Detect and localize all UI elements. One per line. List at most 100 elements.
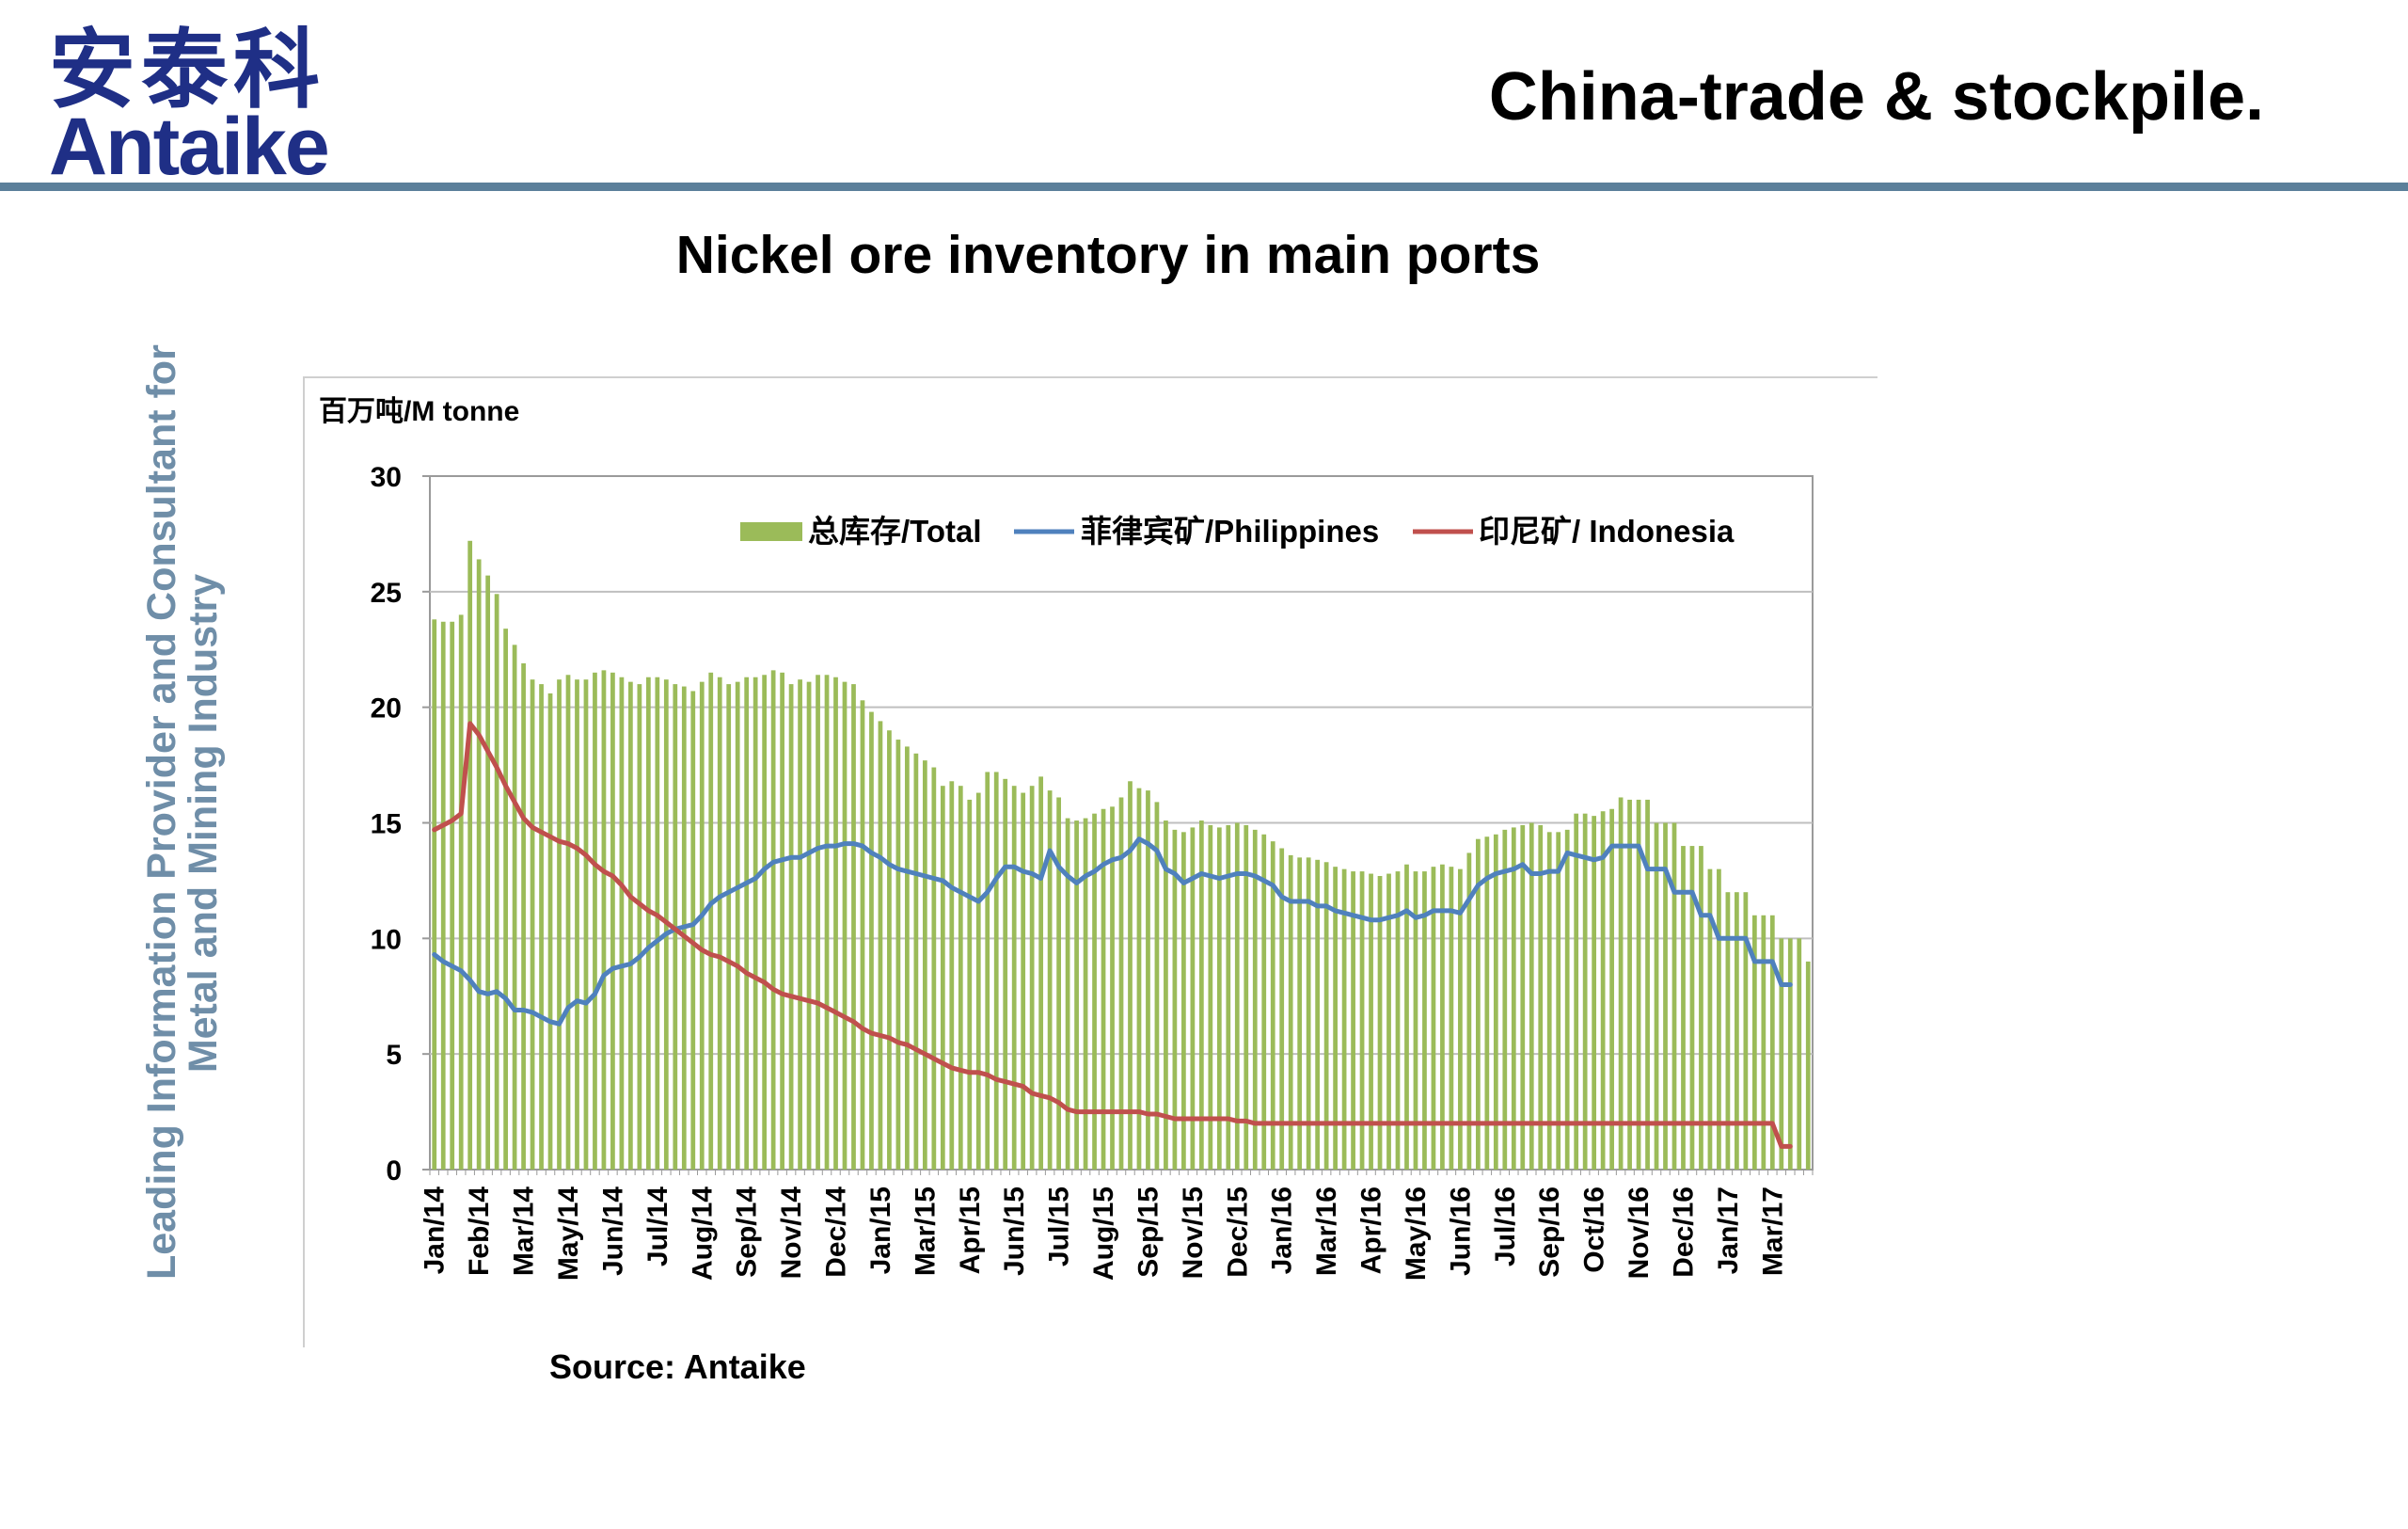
total-bar bbox=[1600, 811, 1606, 1170]
total-bar bbox=[1769, 915, 1775, 1170]
side-tagline: Leading Information Provider and Consult… bbox=[139, 344, 226, 1280]
total-bar bbox=[1386, 873, 1391, 1170]
total-bar bbox=[1779, 938, 1784, 1170]
source-note: Source: Antaike bbox=[549, 1347, 806, 1386]
total-bar bbox=[940, 786, 945, 1170]
total-bar bbox=[575, 679, 579, 1170]
total-bar bbox=[1198, 820, 1204, 1170]
total-bar bbox=[735, 681, 740, 1170]
x-tick-label: Feb/14 bbox=[464, 1187, 495, 1276]
total-bar bbox=[1323, 862, 1329, 1170]
total-bar bbox=[1136, 788, 1142, 1170]
total-bar bbox=[628, 681, 633, 1170]
total-bar bbox=[1154, 802, 1160, 1170]
total-bar bbox=[1636, 799, 1641, 1170]
total-bar bbox=[1244, 824, 1249, 1170]
x-tick-label: Sep/14 bbox=[732, 1187, 763, 1278]
total-bar bbox=[547, 693, 553, 1170]
x-tick-label: Apr/16 bbox=[1356, 1187, 1387, 1274]
total-bar bbox=[1226, 824, 1231, 1170]
total-bar bbox=[887, 730, 892, 1170]
total-bar bbox=[816, 675, 820, 1170]
x-tick-label: Jan/15 bbox=[865, 1187, 896, 1274]
total-bar bbox=[485, 575, 491, 1170]
total-bar bbox=[1279, 848, 1285, 1170]
total-bar bbox=[1359, 871, 1365, 1170]
total-bar bbox=[958, 786, 963, 1170]
x-tick-label: Mar/16 bbox=[1311, 1187, 1342, 1276]
x-tick-label: Jun/14 bbox=[597, 1187, 628, 1276]
philippines-line bbox=[432, 836, 1793, 1027]
total-bar bbox=[1582, 813, 1588, 1170]
total-bar bbox=[833, 677, 838, 1170]
total-bar bbox=[1466, 852, 1472, 1170]
total-bar bbox=[842, 681, 848, 1170]
total-bar bbox=[1333, 867, 1338, 1170]
total-bar bbox=[993, 772, 999, 1170]
total-bar bbox=[806, 681, 812, 1170]
slide-title: Nickel ore inventory in main ports bbox=[675, 225, 1541, 285]
total-bar bbox=[1190, 827, 1196, 1170]
total-bar bbox=[637, 684, 642, 1170]
total-bar bbox=[949, 781, 955, 1170]
total-bar bbox=[1592, 816, 1597, 1170]
total-bar bbox=[1574, 813, 1579, 1170]
total-bar bbox=[619, 677, 625, 1170]
total-bar bbox=[860, 700, 865, 1170]
total-bar bbox=[1761, 915, 1766, 1170]
total-bar bbox=[432, 619, 437, 1170]
total-bar bbox=[645, 677, 651, 1170]
total-bar bbox=[1787, 938, 1793, 1170]
total-bar bbox=[780, 672, 784, 1170]
total-bar bbox=[1546, 832, 1552, 1170]
total-bar bbox=[601, 670, 607, 1170]
total-bar bbox=[1092, 813, 1097, 1170]
total-bar bbox=[530, 679, 535, 1170]
y-tick-label: 20 bbox=[371, 693, 402, 725]
total-bar bbox=[1805, 961, 1811, 1170]
x-tick-label: Jun/15 bbox=[999, 1187, 1030, 1276]
x-tick-label: Jul/14 bbox=[642, 1187, 673, 1266]
total-bar bbox=[1128, 781, 1133, 1170]
total-bar bbox=[798, 679, 802, 1170]
total-bar bbox=[1502, 829, 1508, 1170]
total-bar bbox=[1511, 827, 1516, 1170]
legend-label: 总库存/Total bbox=[808, 514, 982, 549]
total-bar bbox=[1146, 790, 1150, 1170]
total-bar bbox=[744, 677, 750, 1170]
x-tick-label: Aug/15 bbox=[1088, 1187, 1119, 1281]
total-bar bbox=[1681, 846, 1686, 1170]
x-tick-label: May/14 bbox=[553, 1187, 584, 1281]
legend-label: 印尼矿/ Indonesia bbox=[1479, 514, 1735, 549]
total-bar bbox=[1699, 846, 1703, 1170]
total-bar bbox=[1101, 808, 1106, 1170]
legend-total-swatch bbox=[740, 522, 802, 541]
total-bar bbox=[1074, 820, 1079, 1170]
total-bar bbox=[717, 677, 722, 1170]
x-tick-label: Jul/15 bbox=[1044, 1187, 1075, 1266]
side-tagline-line2: Metal and Mining Industry bbox=[181, 573, 226, 1074]
y-tick-label: 25 bbox=[371, 578, 402, 609]
total-bar bbox=[1556, 832, 1561, 1170]
total-bar bbox=[1234, 822, 1240, 1170]
total-bar bbox=[1609, 808, 1614, 1170]
x-tick-label: Sep/15 bbox=[1133, 1187, 1164, 1278]
total-bar bbox=[1707, 868, 1713, 1170]
total-bar bbox=[512, 645, 517, 1170]
total-bar bbox=[1252, 829, 1258, 1170]
total-bar bbox=[1288, 854, 1293, 1170]
total-bar bbox=[583, 679, 589, 1170]
x-tick-label: Nov/15 bbox=[1178, 1187, 1209, 1279]
total-bar bbox=[1743, 892, 1749, 1170]
total-bar bbox=[752, 677, 758, 1170]
total-bar bbox=[1422, 871, 1427, 1170]
total-bar bbox=[1751, 915, 1757, 1170]
chart-frame: 0 5 10 15 20 25 30 百万吨/M tonne Jan/14 Feb/14 Mar/1… bbox=[303, 376, 1877, 1347]
total-bar bbox=[494, 594, 499, 1170]
total-bar bbox=[1038, 776, 1044, 1170]
total-bar bbox=[1306, 857, 1311, 1170]
logo-english-text: Antaike bbox=[49, 102, 330, 192]
total-bar bbox=[1440, 864, 1445, 1170]
y-tick-label: 0 bbox=[386, 1155, 402, 1187]
total-bar bbox=[699, 681, 705, 1170]
